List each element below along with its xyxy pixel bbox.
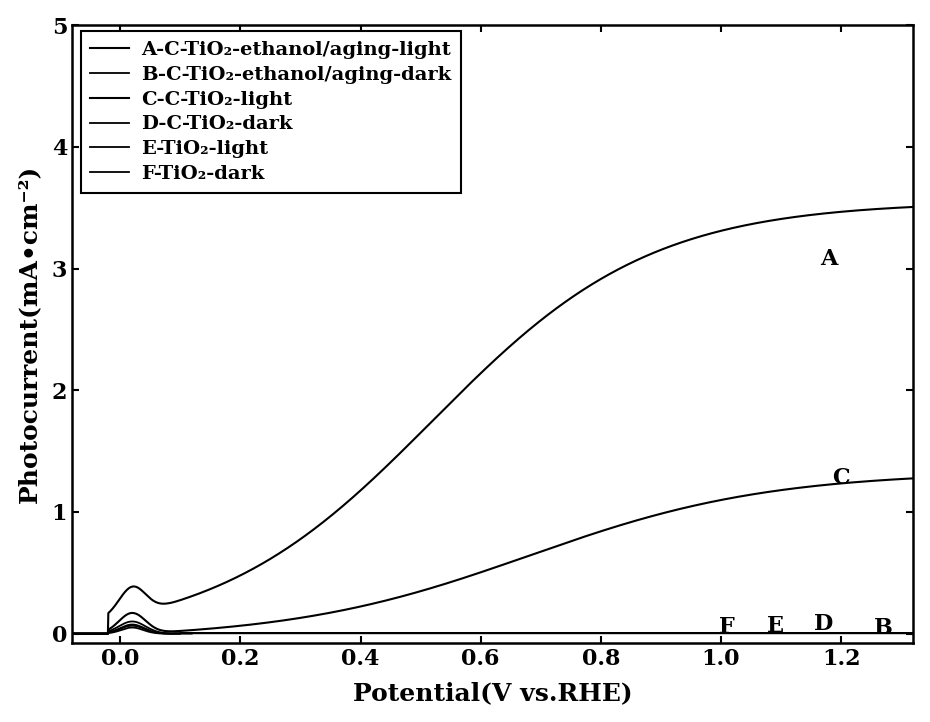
E-TiO₂-light xyxy=(67,630,78,638)
F-TiO₂-dark xyxy=(110,627,121,636)
E-TiO₂-light xyxy=(884,629,895,638)
Line: F-TiO₂-dark: F-TiO₂-dark xyxy=(73,627,913,634)
Text: C: C xyxy=(832,467,850,489)
B-C-TiO₂-ethanol/aging-dark xyxy=(454,629,465,638)
Text: B: B xyxy=(874,617,893,639)
A-C-TiO₂-ethanol/aging-light xyxy=(475,368,486,377)
F-TiO₂-dark xyxy=(908,629,919,638)
A-C-TiO₂-ethanol/aging-light xyxy=(908,203,919,212)
D-C-TiO₂-dark xyxy=(126,617,138,626)
D-C-TiO₂-dark xyxy=(110,624,121,632)
F-TiO₂-dark xyxy=(67,630,78,638)
B-C-TiO₂-ethanol/aging-dark xyxy=(67,630,78,638)
C-C-TiO₂-light xyxy=(908,474,919,483)
F-TiO₂-dark xyxy=(126,623,138,632)
C-C-TiO₂-light xyxy=(67,630,78,638)
B-C-TiO₂-ethanol/aging-dark xyxy=(884,629,895,638)
F-TiO₂-dark xyxy=(476,629,487,638)
B-C-TiO₂-ethanol/aging-dark xyxy=(729,629,740,638)
D-C-TiO₂-dark xyxy=(884,629,895,638)
B-C-TiO₂-ethanol/aging-dark xyxy=(884,629,895,638)
B-C-TiO₂-ethanol/aging-dark xyxy=(126,622,138,630)
D-C-TiO₂-dark xyxy=(67,630,78,638)
A-C-TiO₂-ethanol/aging-light xyxy=(884,204,895,212)
F-TiO₂-dark xyxy=(884,629,895,638)
E-TiO₂-light xyxy=(126,620,138,629)
C-C-TiO₂-light xyxy=(453,575,464,584)
B-C-TiO₂-ethanol/aging-dark xyxy=(908,629,919,638)
A-C-TiO₂-ethanol/aging-light xyxy=(883,204,894,212)
Line: E-TiO₂-light: E-TiO₂-light xyxy=(73,625,913,634)
Line: C-C-TiO₂-light: C-C-TiO₂-light xyxy=(73,479,913,634)
E-TiO₂-light xyxy=(454,629,465,638)
F-TiO₂-dark xyxy=(454,629,465,638)
D-C-TiO₂-dark xyxy=(454,629,465,638)
C-C-TiO₂-light xyxy=(475,567,486,576)
Text: D: D xyxy=(814,614,833,635)
Text: E: E xyxy=(766,614,784,637)
Text: F: F xyxy=(719,616,735,638)
E-TiO₂-light xyxy=(729,629,740,638)
A-C-TiO₂-ethanol/aging-light xyxy=(110,601,121,610)
B-C-TiO₂-ethanol/aging-dark xyxy=(476,629,487,638)
E-TiO₂-light xyxy=(908,629,919,638)
Line: D-C-TiO₂-dark: D-C-TiO₂-dark xyxy=(73,622,913,634)
A-C-TiO₂-ethanol/aging-light xyxy=(729,223,740,232)
C-C-TiO₂-light xyxy=(110,620,121,629)
C-C-TiO₂-light xyxy=(729,493,740,502)
Line: A-C-TiO₂-ethanol/aging-light: A-C-TiO₂-ethanol/aging-light xyxy=(73,207,913,634)
A-C-TiO₂-ethanol/aging-light xyxy=(67,630,78,638)
C-C-TiO₂-light xyxy=(884,475,895,484)
X-axis label: Potential(V vs.RHE): Potential(V vs.RHE) xyxy=(352,682,632,705)
E-TiO₂-light xyxy=(476,629,487,638)
F-TiO₂-dark xyxy=(729,629,740,638)
Legend: A-C-TiO₂-ethanol/aging-light, B-C-TiO₂-ethanol/aging-dark, C-C-TiO₂-light, D-C-T: A-C-TiO₂-ethanol/aging-light, B-C-TiO₂-e… xyxy=(81,31,460,193)
Line: B-C-TiO₂-ethanol/aging-dark: B-C-TiO₂-ethanol/aging-dark xyxy=(73,626,913,634)
D-C-TiO₂-dark xyxy=(908,629,919,638)
E-TiO₂-light xyxy=(884,629,895,638)
D-C-TiO₂-dark xyxy=(729,629,740,638)
B-C-TiO₂-ethanol/aging-dark xyxy=(110,627,121,635)
Text: A: A xyxy=(820,248,838,270)
F-TiO₂-dark xyxy=(884,629,895,638)
A-C-TiO₂-ethanol/aging-light xyxy=(453,390,464,399)
D-C-TiO₂-dark xyxy=(476,629,487,638)
D-C-TiO₂-dark xyxy=(884,629,895,638)
C-C-TiO₂-light xyxy=(883,476,894,484)
Y-axis label: Photocurrent(mA•cm⁻²): Photocurrent(mA•cm⁻²) xyxy=(17,165,41,503)
E-TiO₂-light xyxy=(110,626,121,635)
